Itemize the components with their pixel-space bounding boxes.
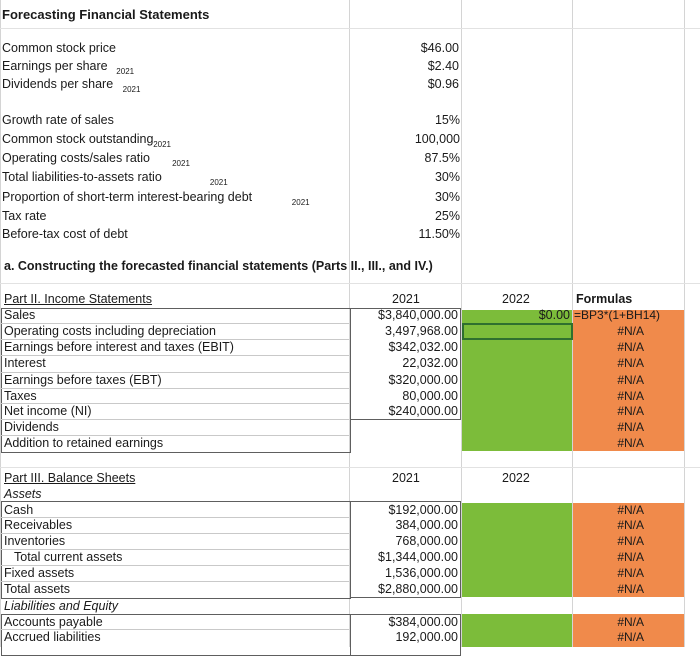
assets-formula-area	[573, 503, 684, 597]
balance-row-label: Inventories	[4, 534, 66, 548]
assets-label: Assets	[4, 487, 42, 501]
col-2022: 2022	[502, 292, 530, 306]
input-label: Total liabilities-to-assets ratio	[2, 170, 162, 184]
assets-2021-box	[350, 501, 461, 598]
income-value-2021[interactable]: $3,840,000.00	[378, 308, 458, 322]
income-value-2021[interactable]: 22,032.00	[402, 356, 458, 370]
formula-text: =BP3*(1+BH14)	[574, 308, 661, 322]
values-2021-box	[350, 308, 461, 420]
formula-text: #N/A	[617, 518, 644, 532]
formula-text: #N/A	[617, 420, 644, 434]
balance-value-2021[interactable]: $2,880,000.00	[378, 582, 458, 596]
input-value[interactable]: $0.96	[427, 77, 459, 91]
selected-cell[interactable]	[462, 323, 573, 340]
input-label: Common stock price	[2, 41, 116, 55]
balance-row-label: Total current assets	[14, 550, 123, 564]
liab-input-2022[interactable]	[462, 614, 572, 647]
liab-formula-area	[573, 614, 684, 647]
income-row-label: Net income (NI)	[4, 404, 92, 418]
year-subscript: 2021	[122, 85, 141, 94]
income-value-2021[interactable]: 80,000.00	[402, 389, 458, 403]
formula-text: #N/A	[617, 404, 644, 418]
formula-text: #N/A	[617, 566, 644, 580]
formula-text: #N/A	[617, 389, 644, 403]
input-value[interactable]: 15%	[434, 113, 460, 127]
formula-text: #N/A	[617, 340, 644, 354]
input-label: Growth rate of sales	[2, 113, 114, 127]
balance-value-2021[interactable]: 384,000.00	[395, 518, 458, 532]
year-subscript: 2021	[209, 178, 228, 187]
input-label: Dividends per share	[2, 77, 114, 91]
col-2022: 2022	[502, 471, 530, 485]
balance-row-label: Accrued liabilities	[4, 630, 101, 644]
section-heading: a. Constructing the forecasted financial…	[4, 259, 433, 273]
balance-value-2021[interactable]: 768,000.00	[395, 534, 458, 548]
balance-value-2021[interactable]: $1,344,000.00	[378, 550, 458, 564]
formula-text: #N/A	[617, 550, 644, 564]
income-value-2021[interactable]: $240,000.00	[388, 404, 458, 418]
income-row-label: Earnings before taxes (EBT)	[4, 373, 162, 387]
balance-row-label: Receivables	[4, 518, 73, 532]
balance-row-label: Total assets	[4, 582, 71, 596]
input-value[interactable]: $2.40	[427, 59, 459, 73]
input-value[interactable]: 11.50%	[418, 227, 460, 241]
income-value-2021[interactable]: 3,497,968.00	[385, 324, 458, 338]
income-value-2021[interactable]: $342,032.00	[388, 340, 458, 354]
balance-value-2021[interactable]: $192,000.00	[388, 503, 458, 517]
formula-text: #N/A	[617, 324, 644, 338]
input-value[interactable]: 30%	[434, 170, 460, 184]
input-label: Operating costs/sales ratio	[2, 151, 150, 165]
input-value[interactable]: 87.5%	[424, 151, 460, 165]
income-row-label: Addition to retained earnings	[4, 436, 164, 450]
formula-text: #N/A	[617, 356, 644, 370]
input-value[interactable]: $46.00	[420, 41, 459, 55]
income-value-2021[interactable]: $320,000.00	[388, 373, 458, 387]
year-subscript: 2021	[291, 198, 310, 207]
sheet-title: Forecasting Financial Statements	[2, 7, 210, 22]
liabilities-label: Liabilities and Equity	[4, 599, 118, 613]
input-value[interactable]: 30%	[434, 190, 460, 204]
formula-text: #N/A	[617, 534, 644, 548]
year-subscript: 2021	[153, 140, 171, 149]
formula-area	[573, 310, 684, 451]
input-label: Earnings per share	[2, 59, 108, 73]
formula-text: #N/A	[617, 373, 644, 387]
year-subscript: 2021	[116, 67, 135, 76]
formula-text: #N/A	[617, 630, 644, 644]
input-value[interactable]: 100,000	[414, 132, 460, 146]
balance-row-label: Fixed assets	[4, 566, 75, 580]
balance-value-2021[interactable]: 192,000.00	[395, 630, 458, 644]
balance-value-2021[interactable]: $384,000.00	[388, 615, 458, 629]
assets-input-2022[interactable]	[462, 503, 572, 597]
formulas-header: Formulas	[576, 292, 633, 306]
income-row-label: Operating costs including depreciation	[4, 324, 216, 338]
formula-text: #N/A	[617, 582, 644, 596]
formula-text: #N/A	[617, 436, 644, 450]
input-label: Before-tax cost of debt	[2, 227, 128, 241]
balance-value-2021[interactable]: 1,536,000.00	[385, 566, 458, 580]
input-area-2022[interactable]	[462, 310, 572, 451]
input-label: Proportion of short-term interest-bearin…	[2, 190, 253, 204]
year-subscript: 2021	[172, 159, 190, 168]
income-header: Part II. Income Statements	[4, 292, 152, 306]
col-2021: 2021	[392, 292, 420, 306]
input-value[interactable]: 25%	[434, 209, 460, 223]
formula-text: #N/A	[617, 503, 644, 517]
balance-header: Part III. Balance Sheets	[4, 471, 136, 485]
labels-box	[1, 308, 351, 453]
balance-row-label: Cash	[4, 503, 34, 517]
formula-text: #N/A	[617, 615, 644, 629]
input-label: Tax rate	[2, 209, 47, 223]
income-row-label: Sales	[4, 308, 36, 322]
income-row-label: Taxes	[4, 389, 37, 403]
income-row-label: Interest	[4, 356, 46, 370]
balance-row-label: Accounts payable	[4, 615, 103, 629]
input-label: Common stock outstanding	[2, 132, 154, 146]
col-2021: 2021	[392, 471, 420, 485]
income-row-label: Earnings before interest and taxes (EBIT…	[4, 340, 234, 354]
sales-2022-cell[interactable]: $0.00	[538, 308, 570, 322]
income-row-label: Dividends	[4, 420, 59, 434]
